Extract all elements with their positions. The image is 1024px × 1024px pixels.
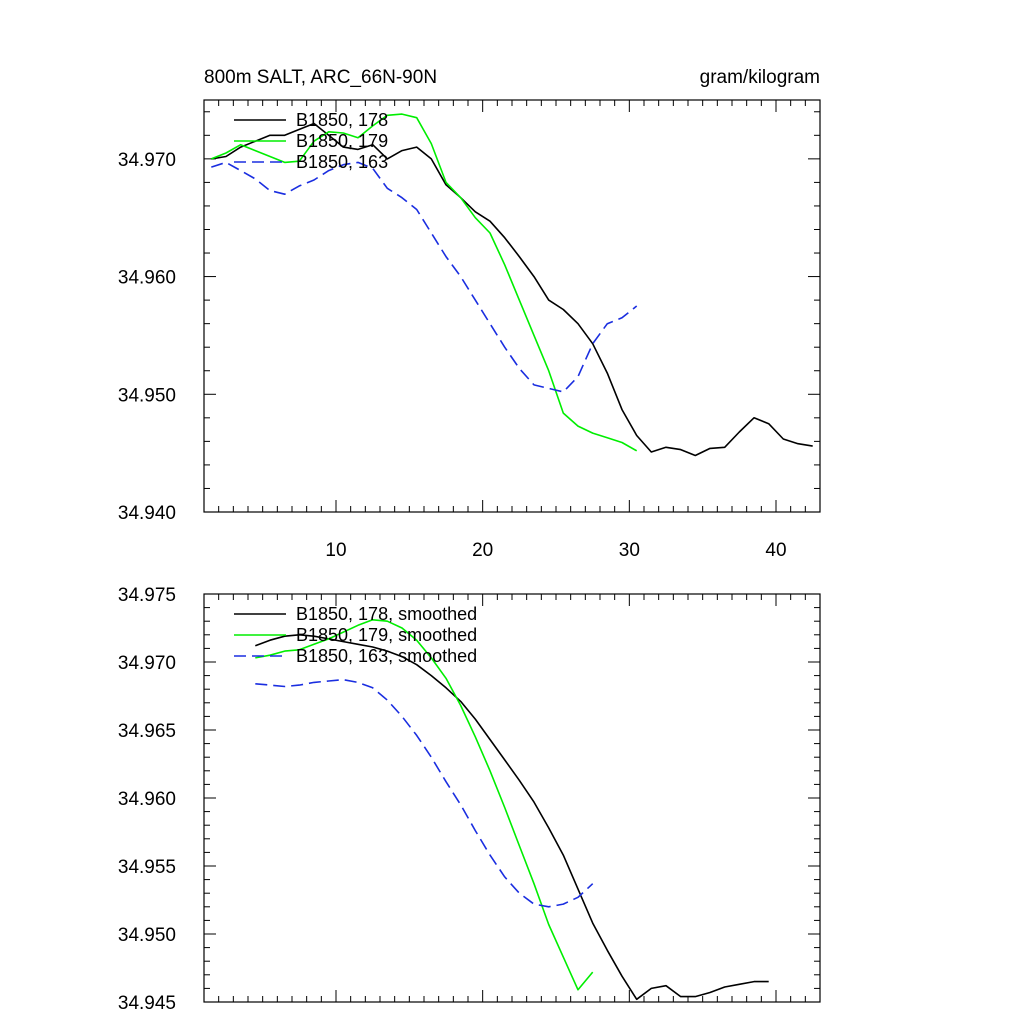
bottom-panel: 34.945 34.950 34.955 34.960 34.965 34.970 34.9… (118, 585, 821, 1014)
y-tick-label: 34.970 (118, 653, 176, 674)
units-label: gram/kilogram (700, 67, 820, 88)
series-line (255, 633, 769, 1001)
legend-label: B1850, 179 (296, 131, 388, 151)
y-tick-label: 34.950 (118, 385, 176, 406)
legend-label: B1850, 178 (296, 110, 388, 130)
y-tick-label: 34.945 (118, 993, 176, 1014)
legend-label: B1850, 163 (296, 152, 388, 172)
y-tick-label: 34.975 (118, 585, 176, 606)
panel-title: 800m SALT, ARC_66N-90N (204, 67, 437, 88)
y-tick-label: 34.970 (118, 150, 176, 171)
series-line (255, 678, 594, 908)
x-tick-label: 20 (472, 540, 493, 561)
y-tick-label: 34.965 (118, 721, 176, 742)
x-tick-label: 10 (325, 540, 346, 561)
series-line (255, 618, 594, 991)
series-line (211, 161, 638, 393)
legend-label: B1850, 179, smoothed (296, 625, 477, 645)
y-tick-label: 34.960 (118, 789, 176, 810)
series-line (211, 113, 638, 452)
y-tick-label: 34.960 (118, 268, 176, 289)
x-tick-label: 40 (765, 540, 786, 561)
legend-label: B1850, 163, smoothed (296, 646, 477, 666)
y-tick-label: 34.950 (118, 925, 176, 946)
y-tick-label: 34.940 (118, 503, 176, 524)
y-tick-label: 34.955 (118, 857, 176, 878)
legend-label: B1850, 178, smoothed (296, 604, 477, 624)
top-panel: 800m SALT, ARC_66N-90N gram/kilogram 34.… (118, 67, 821, 561)
x-tick-label: 30 (619, 540, 640, 561)
series-line (211, 122, 813, 457)
